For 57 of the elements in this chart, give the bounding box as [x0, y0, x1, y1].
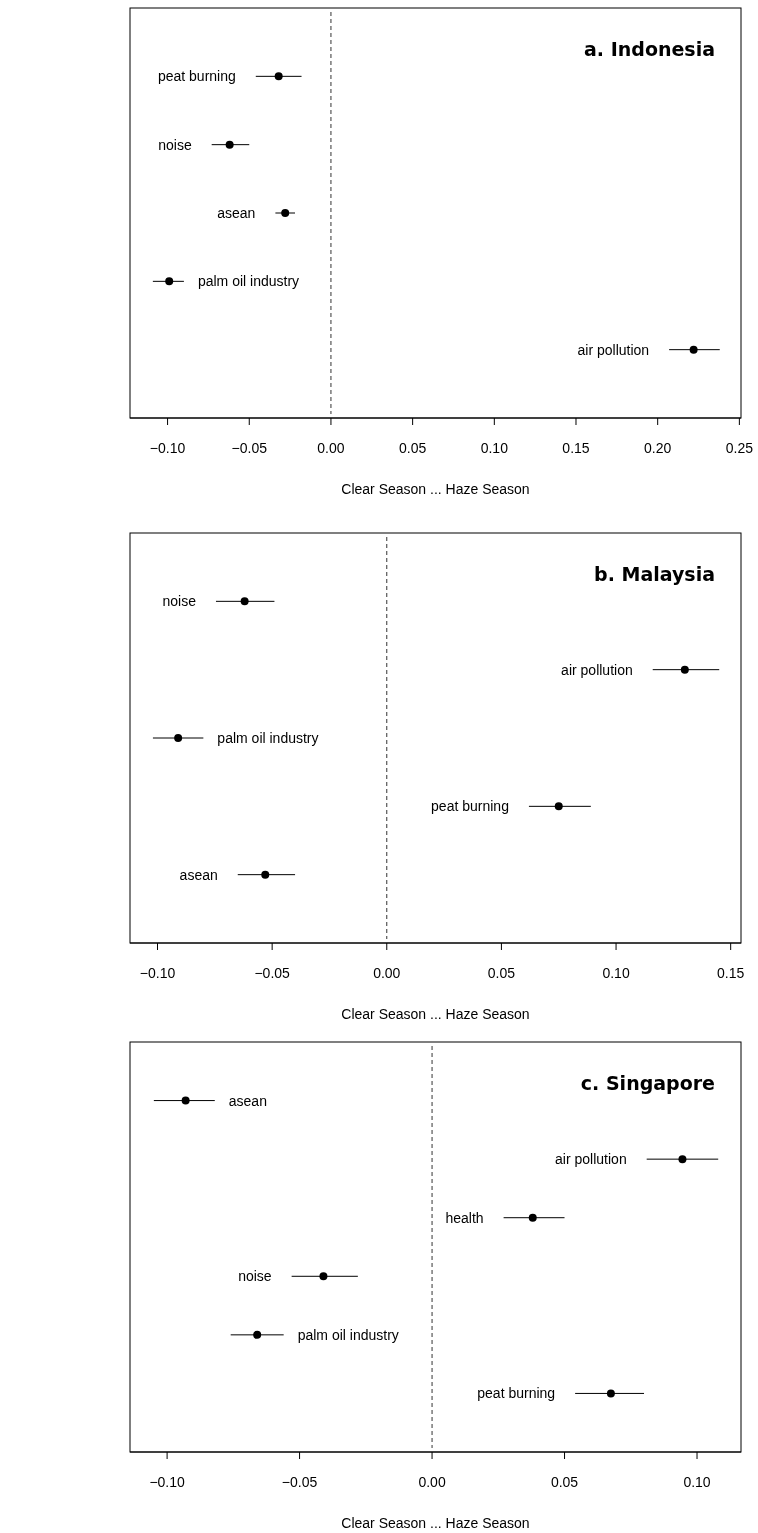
point	[181, 1096, 190, 1105]
y-tick-label: asean	[217, 205, 256, 221]
point	[680, 665, 689, 674]
point	[165, 277, 174, 286]
point	[225, 140, 234, 149]
y-tick-label: air pollution	[577, 341, 650, 358]
point	[274, 72, 283, 81]
x-tick-label: −0.10	[149, 440, 186, 456]
y-tick-label: palm oil industry	[217, 730, 319, 746]
point	[319, 1272, 328, 1281]
x-tick-label: 0.05	[399, 440, 427, 456]
x-tick-label: 0.00	[317, 440, 345, 456]
y-tick-label: air pollution	[561, 661, 633, 678]
x-tick-label: 0.00	[418, 1474, 446, 1490]
point	[554, 802, 563, 811]
y-tick-label: palm oil industry	[197, 273, 300, 290]
point	[253, 1330, 262, 1339]
y-tick-label: asean	[179, 866, 218, 883]
x-tick-label: −0.10	[139, 965, 176, 981]
x-tick-label: 0.15	[717, 965, 745, 981]
point	[261, 870, 270, 879]
y-tick-label: health	[445, 1209, 484, 1226]
x-tick-label: −0.10	[149, 1474, 186, 1490]
x-axis-title: Clear Season ... Haze Season	[341, 481, 530, 497]
text: c. Singapore	[580, 1072, 715, 1094]
x-tick-label: 0.00	[373, 965, 401, 981]
x-tick-label: −0.05	[254, 965, 291, 981]
y-tick-label: noise	[162, 593, 197, 610]
x-tick-label: 0.10	[602, 965, 630, 981]
point	[281, 209, 290, 217]
x-tick-label: 0.10	[480, 440, 509, 456]
y-tick-label: peat burning	[477, 1385, 556, 1402]
y-tick-label: noise	[158, 136, 192, 153]
point	[240, 597, 249, 606]
x-tick-label: 0.10	[683, 1474, 711, 1490]
point	[174, 734, 183, 742]
point	[678, 1155, 687, 1164]
x-tick-label: 0.20	[644, 440, 672, 456]
x-tick-label: −0.05	[231, 440, 268, 456]
text: b. Malaysia	[594, 563, 715, 585]
y-tick-label: asean	[228, 1092, 267, 1109]
x-tick-label: 0.15	[562, 440, 590, 456]
point	[689, 345, 698, 354]
y-tick-label: peat burning	[157, 68, 236, 85]
x-axis-title: Clear Season ... Haze Season	[341, 1006, 530, 1022]
x-axis-title: Clear Season ... Haze Season	[341, 1515, 530, 1531]
y-tick-label: noise	[238, 1268, 272, 1285]
x-tick-label: 0.05	[550, 1474, 579, 1490]
point	[606, 1389, 615, 1398]
x-tick-label: 0.05	[487, 965, 516, 981]
point	[528, 1213, 537, 1222]
y-tick-label: palm oil industry	[297, 1326, 399, 1343]
x-tick-label: −0.05	[281, 1474, 318, 1490]
text: a. Indonesia	[584, 38, 715, 60]
y-tick-label: air pollution	[555, 1151, 627, 1168]
x-tick-label: 0.25	[725, 440, 754, 456]
y-tick-label: peat burning	[431, 798, 509, 815]
